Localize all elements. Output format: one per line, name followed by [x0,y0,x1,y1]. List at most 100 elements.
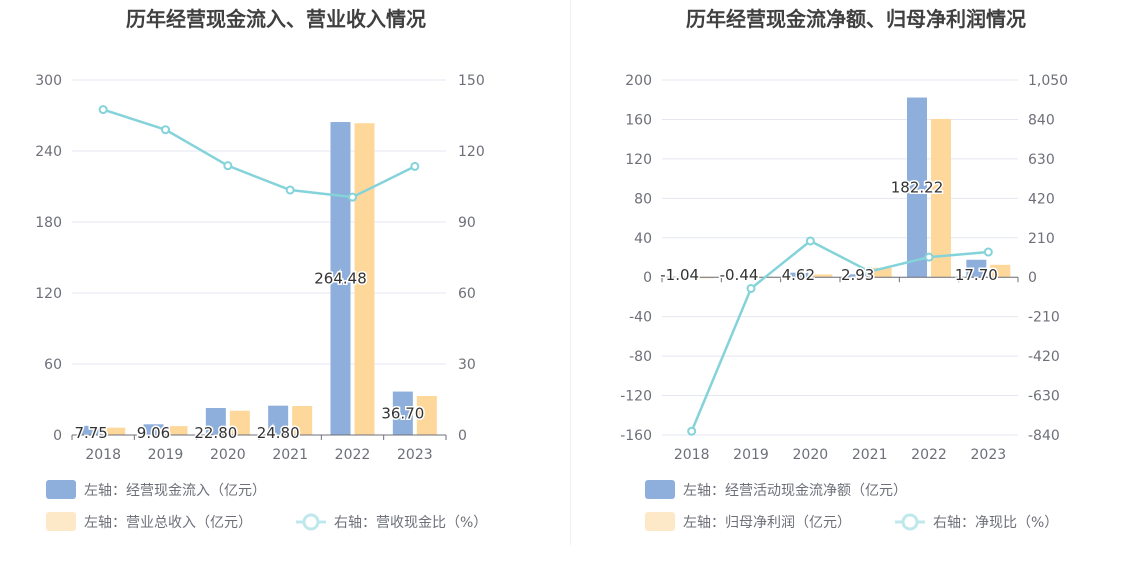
bar-data-label: 36.70 [381,404,424,422]
panel-divider [570,0,571,545]
x-axis-tick-label: 2020 [210,447,246,463]
right-axis-tick-label: 840 [1028,112,1055,128]
right-axis-tick-label: 420 [1028,191,1055,207]
line-point [924,252,934,262]
left-axis-tick-label: 180 [35,215,62,231]
left-axis-tick-label: 60 [44,357,62,373]
x-axis-tick-label: 2019 [148,447,184,463]
left-axis-tick-label: 0 [53,428,62,444]
left-axis-tick-label: 0 [643,270,652,286]
bar-primary [268,405,289,435]
bar-primary [205,408,226,435]
x-axis-tick-label: 2018 [674,447,710,463]
bar-data-label: 9.06 [137,424,170,442]
line-point [746,283,756,293]
right-axis-tick-label: 1,050 [1028,73,1068,89]
legend-line-marker [901,513,919,531]
legend-swatch-primary [46,480,76,499]
bar-data-label: 182.22 [891,178,944,196]
bar-data-label: 264.48 [314,270,367,288]
left-axis-tick-label: 240 [35,144,62,160]
legend-label: 右轴：净现比（%） [933,515,1058,531]
bar-secondary [931,118,951,278]
x-axis-tick-label: 2021 [852,447,888,463]
bar-primary [669,277,690,279]
line-series [102,108,416,199]
right-axis-tick-label: 30 [458,357,476,373]
left-axis-tick-label: -80 [629,349,652,365]
line-point [410,161,420,171]
legend-swatch-secondary [46,512,76,531]
line-point [983,247,993,257]
x-axis-tick-label: 2023 [971,447,1007,463]
bar-data-label: 22.80 [194,424,237,442]
line-point [285,185,295,195]
line-point [161,125,170,135]
bar-primary [966,259,987,278]
legend-label: 左轴：经营现金流入（亿元） [84,483,266,499]
left-axis-tick-label: 120 [35,286,62,302]
right-axis-tick-label: 150 [458,73,485,89]
x-axis-tick-label: 2022 [911,447,947,463]
chart-title: 历年经营现金流净额、归母净利润情况 [686,7,1026,31]
bar-secondary [871,267,892,278]
legend-label: 左轴：经营活动现金流净额（亿元） [683,483,907,499]
legend-label: 左轴：归母净利润（亿元） [683,514,851,531]
line-point [687,426,697,436]
x-axis-tick-label: 2018 [85,447,121,463]
bar-secondary [354,123,375,436]
bar-primary [907,97,927,278]
legend-label: 右轴：营收现金比（%） [334,515,487,531]
bar-data-label: 17.70 [955,266,998,284]
right-axis-tick-label: 0 [1028,270,1037,286]
bar-secondary [990,264,1011,278]
bar-primary [81,425,102,435]
x-axis-tick-label: 2023 [397,447,433,463]
right-axis-tick-label: 0 [458,428,467,444]
line-point [865,267,875,277]
right-axis-tick-label: 90 [458,215,476,231]
x-axis-tick-label: 2020 [793,447,829,463]
line-point [348,192,357,202]
x-axis-tick-label: 2021 [272,447,308,463]
right-axis-tick-label: 120 [458,144,485,160]
right-axis-tick-label: -840 [1028,428,1060,444]
right-axis-tick-label: -630 [1028,389,1060,405]
bar-primary [330,122,351,436]
line-point [98,105,108,115]
bar-data-label: 7.75 [74,424,107,442]
left-axis-tick-label: 300 [35,73,62,89]
bar-data-label: 2.93 [841,266,874,284]
bar-secondary [229,410,250,435]
bar-data-label: -0.44 [720,266,759,284]
legend-label: 左轴：营业总收入（亿元） [84,515,252,531]
right-axis-tick-label: -210 [1028,310,1060,326]
left-axis-tick-label: 160 [625,112,652,128]
line-point [223,161,233,171]
x-axis-tick-label: 2019 [733,447,769,463]
left-axis-tick-label: 80 [634,191,652,207]
bar-secondary [416,395,437,435]
right-axis-tick-label: 630 [1028,152,1055,168]
right-axis-tick-label: 210 [1028,231,1055,247]
legend-swatch-secondary [645,512,675,531]
x-axis-tick-label: 2022 [335,447,371,463]
line-point [805,236,815,246]
left-axis-tick-label: -40 [629,310,652,326]
right-axis-tick-label: 60 [458,286,476,302]
bar-primary [847,274,868,278]
bar-secondary [167,426,188,435]
left-axis-tick-label: -120 [620,389,652,405]
bar-primary [143,424,164,435]
bar-primary [392,391,413,435]
legend-swatch-primary [645,480,675,499]
line-series [690,239,989,432]
right-axis-tick-label: -420 [1028,349,1060,365]
left-axis-tick-label: 200 [625,73,652,89]
left-axis-tick-label: 40 [634,231,652,247]
chart-title: 历年经营现金流入、营业收入情况 [126,7,426,31]
bar-secondary [812,274,833,278]
bar-secondary [292,406,313,435]
